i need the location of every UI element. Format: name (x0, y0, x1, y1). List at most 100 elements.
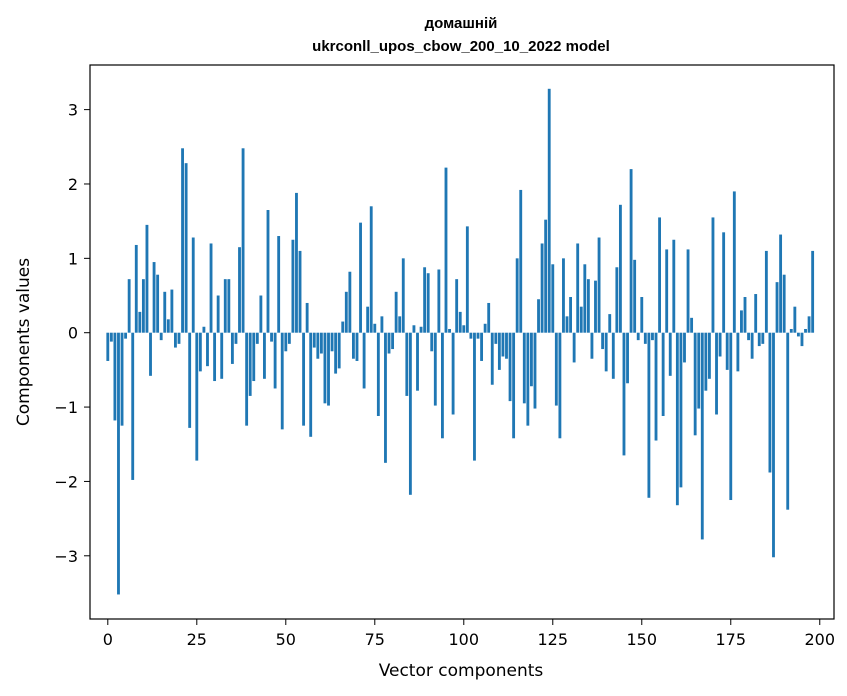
bar-component-159 (672, 239, 676, 333)
bar-component-43 (259, 295, 263, 333)
bar-component-57 (309, 332, 313, 437)
bar-component-27 (202, 326, 206, 333)
bar-component-191 (786, 332, 790, 510)
bar-component-13 (152, 262, 156, 333)
bar-component-51 (287, 332, 291, 344)
x-axis-ticks: 0 25 50 75 100 125 150 175 200 (103, 619, 835, 649)
bars-group (106, 88, 815, 595)
bar-component-116 (519, 189, 523, 333)
bar-component-84 (405, 332, 409, 396)
bar-component-36 (234, 332, 238, 344)
bar-component-112 (505, 332, 508, 359)
bar-component-141 (608, 314, 612, 333)
y-tick-label: −2 (54, 472, 78, 491)
bar-component-54 (298, 250, 302, 333)
bar-component-45 (266, 210, 270, 333)
bar-component-150 (640, 297, 644, 333)
bar-component-153 (651, 332, 654, 341)
bar-component-103 (473, 332, 476, 461)
bar-component-181 (750, 332, 754, 359)
x-tick-label: 150 (626, 630, 657, 649)
y-axis-ticks: −3 −2 −1 0 1 2 3 (54, 101, 90, 566)
bar-component-91 (430, 332, 434, 352)
bar-component-4 (120, 332, 124, 426)
bar-component-100 (462, 325, 466, 333)
bar-component-5 (124, 332, 128, 339)
bar-component-114 (512, 332, 516, 439)
bar-component-28 (206, 332, 209, 367)
bar-component-22 (184, 163, 188, 333)
bar-component-15 (159, 332, 163, 341)
bar-component-65 (337, 332, 341, 369)
bar-component-122 (540, 243, 544, 333)
bar-component-35 (230, 332, 234, 364)
bar-component-145 (622, 332, 626, 456)
bar-component-179 (743, 297, 747, 333)
bar-component-62 (327, 332, 330, 406)
y-tick-label: 2 (68, 175, 78, 194)
bar-component-135 (586, 279, 590, 333)
bar-component-32 (220, 332, 224, 379)
bar-component-188 (775, 282, 779, 333)
x-tick-label: 0 (103, 630, 113, 649)
bar-component-9 (138, 311, 142, 333)
bar-component-56 (305, 302, 309, 333)
bar-component-89 (423, 267, 427, 333)
bar-component-104 (476, 332, 480, 339)
bar-component-59 (316, 332, 320, 359)
bar-component-148 (633, 259, 637, 333)
bar-component-53 (295, 192, 298, 333)
x-tick-label: 175 (715, 630, 746, 649)
bar-component-151 (643, 332, 647, 344)
bar-component-113 (508, 332, 512, 402)
bar-component-198 (811, 250, 815, 333)
bar-component-61 (323, 332, 327, 404)
bar-component-134 (583, 264, 587, 333)
x-tick-label: 25 (187, 630, 207, 649)
bar-component-132 (576, 243, 580, 333)
bar-component-94 (441, 332, 444, 439)
bar-component-119 (529, 332, 533, 387)
bar-component-98 (455, 279, 459, 333)
bar-component-121 (537, 299, 540, 333)
bar-component-162 (683, 332, 686, 363)
chart-title-line-1: домашній (425, 15, 498, 32)
bar-component-24 (191, 237, 195, 333)
bar-component-66 (341, 321, 345, 333)
bar-component-3 (117, 332, 120, 595)
bar-component-170 (711, 217, 715, 333)
bar-component-33 (223, 279, 227, 333)
bar-component-47 (273, 332, 277, 389)
bar-component-23 (188, 332, 192, 428)
bar-component-172 (718, 332, 722, 357)
bar-component-146 (626, 332, 629, 384)
bar-component-197 (807, 316, 811, 333)
bar-component-101 (465, 226, 469, 333)
y-axis-label: Components values (14, 258, 34, 426)
bar-component-83 (401, 258, 405, 333)
bar-component-96 (448, 328, 451, 333)
chart-title-line-2: ukrconll_upos_cbow_200_10_2022 model (312, 38, 610, 55)
bar-component-77 (380, 316, 384, 333)
bar-component-44 (263, 332, 266, 379)
bar-component-30 (213, 332, 217, 382)
bar-component-171 (715, 332, 718, 415)
bar-component-86 (412, 325, 416, 333)
bar-component-180 (747, 332, 750, 341)
bar-component-40 (248, 332, 252, 396)
bar-component-102 (469, 332, 473, 339)
bar-component-139 (601, 332, 605, 350)
bar-component-129 (565, 316, 569, 333)
bar-component-99 (458, 311, 462, 333)
bar-component-142 (611, 332, 615, 379)
bar-component-106 (483, 323, 487, 333)
bar-component-58 (312, 332, 316, 348)
bar-component-2 (113, 332, 117, 421)
y-tick-label: 0 (68, 324, 78, 343)
bar-component-173 (722, 232, 726, 333)
bar-component-21 (181, 148, 184, 333)
bar-component-60 (319, 332, 323, 354)
bar-component-177 (736, 332, 740, 372)
bar-component-37 (238, 247, 241, 333)
bar-component-92 (433, 332, 437, 406)
